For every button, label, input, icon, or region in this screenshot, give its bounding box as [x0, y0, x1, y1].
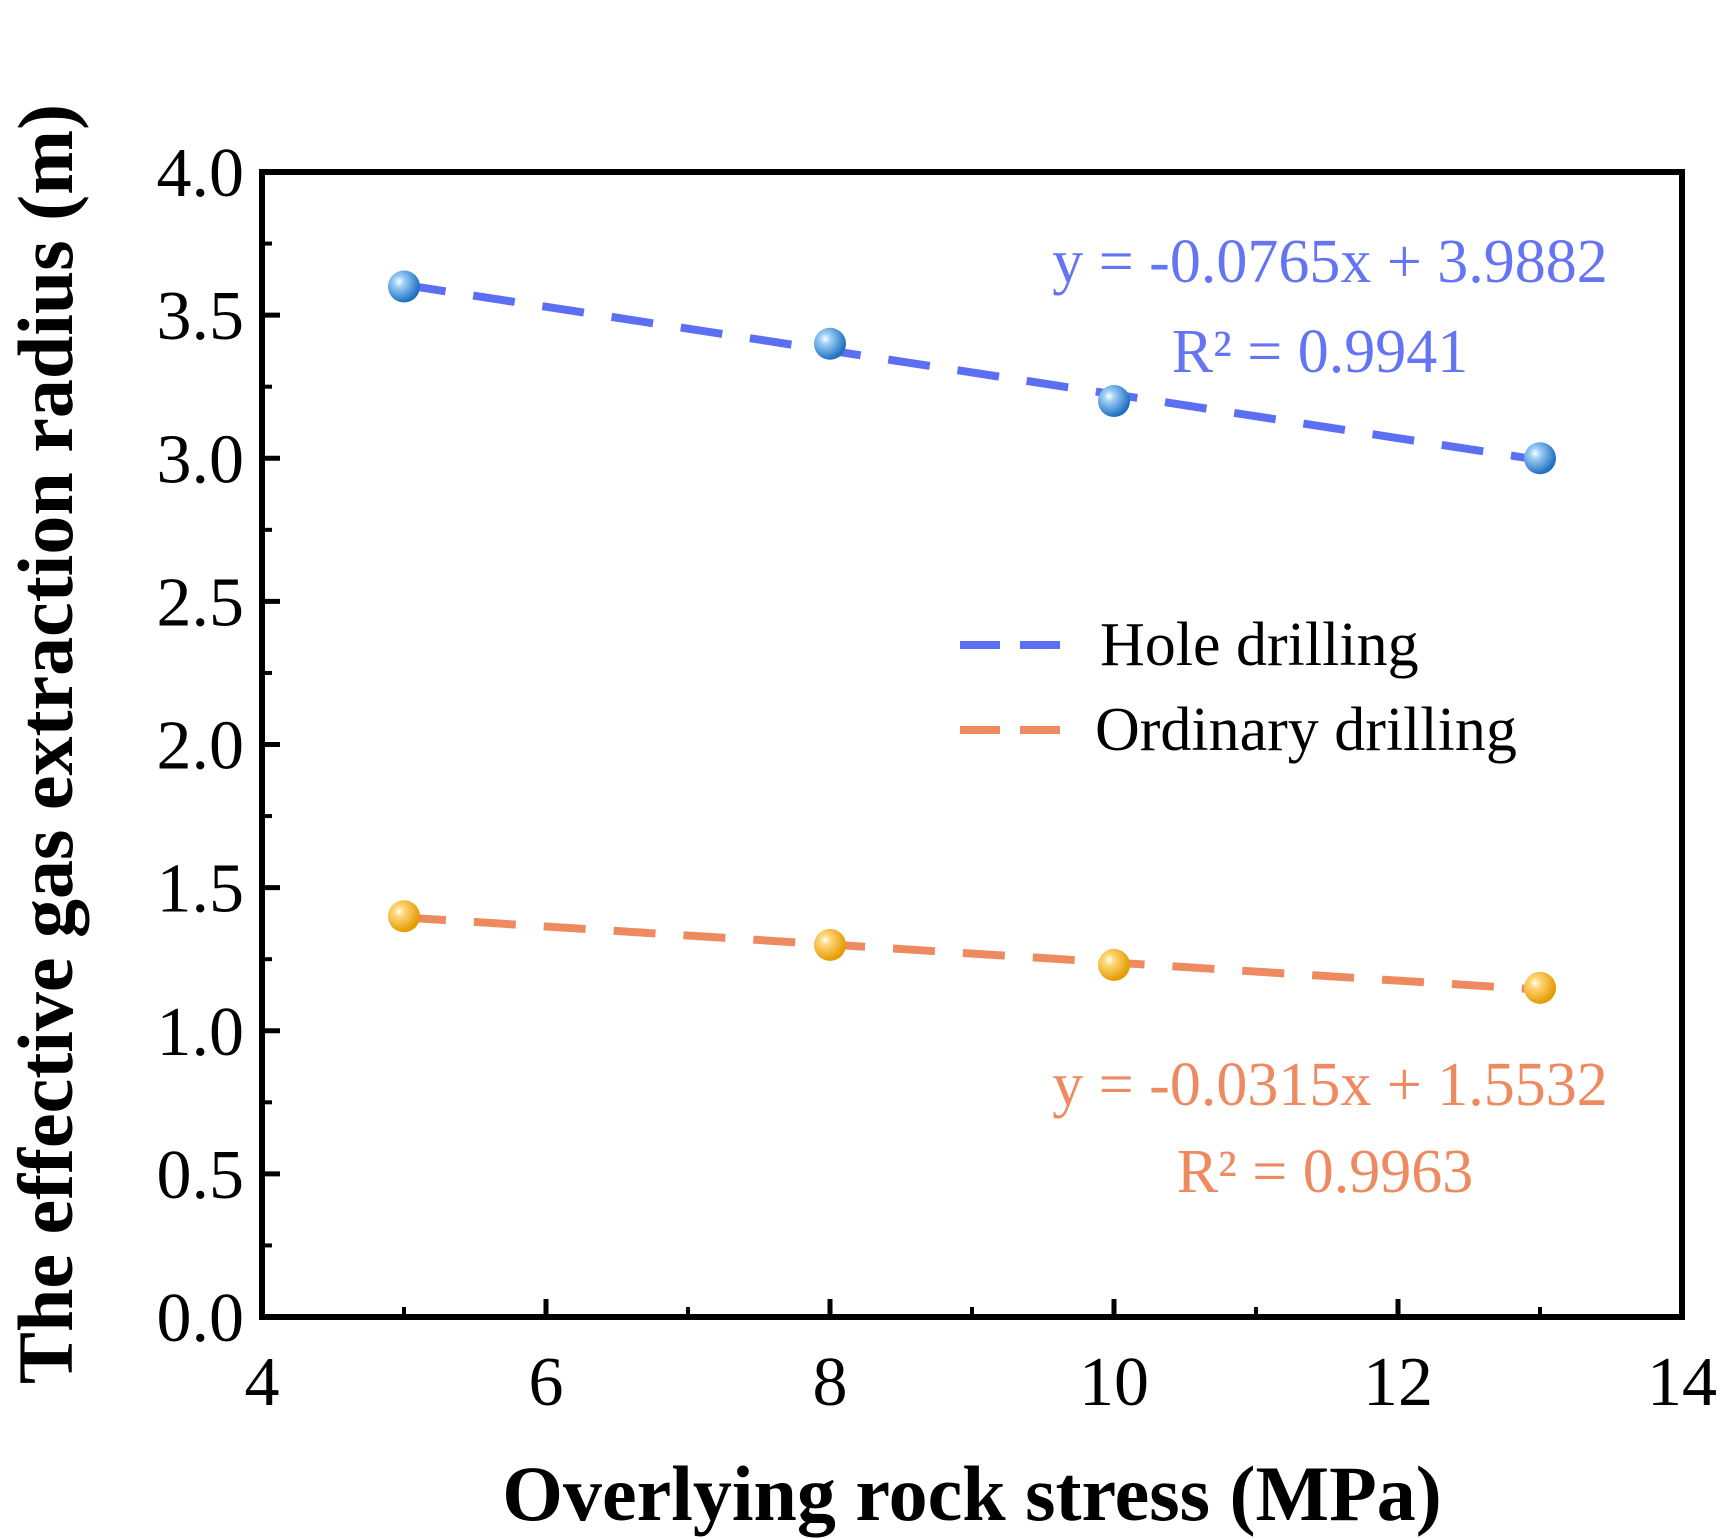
hole-drilling-data-point	[388, 270, 420, 303]
y-tick-label: 1.5	[157, 851, 245, 928]
y-axis-ticks	[262, 169, 280, 1320]
x-axis-title: Overlying rock stress (MPa)	[502, 1450, 1441, 1537]
y-tick-label: 2.0	[157, 708, 245, 785]
x-tick-label: 10	[1079, 1344, 1149, 1421]
legend-ordinary-drilling-label: Ordinary drilling	[1095, 696, 1517, 764]
hole-drilling-data-point	[1098, 385, 1130, 417]
x-tick-label: 12	[1363, 1344, 1433, 1421]
y-tick-label: 1.0	[157, 994, 245, 1071]
series-layer	[388, 270, 1556, 1004]
y-tick-label: 4.0	[157, 135, 245, 212]
y-tick-label: 3.5	[157, 278, 245, 355]
x-tick-label: 8	[813, 1344, 848, 1421]
x-axis-tick-labels: 4 6 8 10 12 14	[245, 1344, 1718, 1421]
legend-hole-drilling-label: Hole drilling	[1100, 611, 1419, 679]
y-tick-label: 3.0	[157, 421, 245, 498]
ordinary-drilling-r-squared: R² = 0.9963	[1177, 1138, 1473, 1206]
hole-drilling-equation: y = -0.0765x + 3.9882	[1052, 228, 1608, 296]
x-tick-label: 6	[529, 1344, 564, 1421]
ordinary-drilling-data-point	[388, 900, 420, 933]
ordinary-drilling-equation: y = -0.0315x + 1.5532	[1052, 1051, 1608, 1119]
hole-drilling-data-point	[814, 327, 846, 360]
hole-drilling-data-point	[1524, 442, 1556, 475]
x-axis-ticks	[259, 1299, 1685, 1317]
y-tick-label: 0.0	[157, 1280, 245, 1357]
x-tick-label: 4	[245, 1344, 280, 1421]
y-axis-tick-labels: 0.0 0.5 1.0 1.5 2.0 2.5 3.0 3.5 4.0	[157, 135, 245, 1357]
y-tick-label: 2.5	[157, 564, 245, 641]
hole-drilling-fit-line	[403, 280, 1541, 465]
x-tick-label: 14	[1647, 1344, 1717, 1421]
ordinary-drilling-data-point	[1524, 971, 1556, 1004]
ordinary-drilling-data-point	[814, 928, 846, 961]
hole-drilling-r-squared: R² = 0.9941	[1172, 318, 1468, 386]
y-axis-title: The effective gas extraction radius (m)	[2, 104, 89, 1384]
ordinary-drilling-data-point	[1098, 948, 1130, 981]
ordinary-drilling-fit-line	[403, 913, 1541, 994]
y-tick-label: 0.5	[157, 1137, 245, 1214]
legend: Hole drilling Ordinary drilling	[960, 611, 1517, 764]
